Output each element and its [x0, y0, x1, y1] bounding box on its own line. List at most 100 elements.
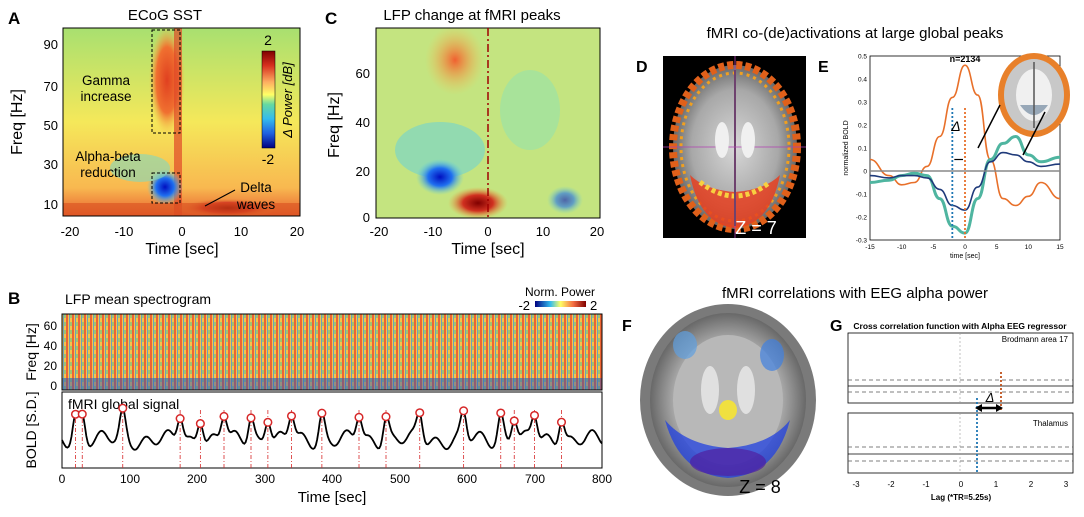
bold-peak-marker [381, 412, 391, 422]
bold-peak-marker [118, 403, 128, 413]
inset-pointer-1 [977, 104, 1001, 149]
panel-c-heatmap [376, 28, 600, 218]
gamma-label-2: increase [80, 89, 131, 104]
svg-text:800: 800 [592, 472, 612, 486]
bold-peak-marker [263, 417, 273, 427]
panel-g-box-2 [847, 412, 1074, 474]
bold-peak-marker [496, 408, 506, 418]
panel-e-ytick: 0.5 [858, 54, 867, 61]
svg-text:0: 0 [959, 480, 964, 489]
bold-peak-marker [354, 412, 364, 422]
panel-e-xtick: 5 [995, 244, 999, 251]
panel-b-xticks: 0 100 200 300 400 500 600 700 800 [59, 472, 613, 486]
panel-c-xlabel: Time [sec] [451, 241, 524, 258]
panel-e-ytick: 0.1 [858, 146, 867, 153]
bold-peak-marker [77, 409, 87, 419]
svg-text:20: 20 [356, 164, 370, 179]
panel-e-delta: Δ [950, 118, 960, 134]
panel-f-z-label: Z = 8 [739, 477, 781, 497]
panel-g-sub-2: Thalamus [1033, 419, 1068, 428]
svg-text:-20: -20 [61, 224, 80, 239]
svg-text:40: 40 [44, 339, 58, 353]
panel-e-n-label: n=2134 [950, 54, 981, 64]
panel-e-letter: E [818, 59, 829, 76]
panel-e-xtick: 0 [963, 244, 967, 251]
panel-e-ytick: -0.2 [856, 215, 868, 222]
gamma-label-1: Gamma [82, 73, 131, 88]
bold-peak-marker [529, 410, 540, 420]
panel-c-ylabel: Freq [Hz] [326, 92, 343, 158]
svg-text:10: 10 [44, 197, 58, 212]
bold-peak-marker [246, 413, 256, 423]
svg-text:3: 3 [1064, 480, 1069, 489]
svg-text:400: 400 [322, 472, 342, 486]
svg-text:-10: -10 [115, 224, 134, 239]
bold-peak-marker [509, 416, 519, 426]
panel-g-box-1 [847, 332, 1074, 404]
svg-text:60: 60 [44, 319, 58, 333]
svg-text:300: 300 [255, 472, 275, 486]
inset-pointer-2 [1022, 111, 1046, 156]
panel-b-bold-plot [61, 403, 603, 468]
svg-text:500: 500 [390, 472, 410, 486]
delta-label-1: Delta [240, 180, 272, 195]
panel-b-norm-min: -2 [518, 298, 530, 313]
cbar-a-min: -2 [262, 151, 275, 167]
svg-text:-1: -1 [922, 480, 930, 489]
panel-c-xticks: -20 -10 0 10 20 [370, 224, 605, 239]
panel-e-xtick: -15 [865, 244, 875, 251]
svg-text:10: 10 [536, 224, 550, 239]
cbar-a-max: 2 [264, 32, 272, 48]
panel-a-xlabel: Time [sec] [145, 241, 218, 258]
panel-g-letter: G [830, 318, 842, 335]
svg-text:40: 40 [356, 115, 370, 130]
panel-g-delta: Δ [985, 390, 995, 405]
bold-peak-marker [219, 411, 229, 421]
cbar-a-label: Δ Power [dB] [280, 62, 295, 139]
panel-a-xticks: -20 -10 0 10 20 [61, 224, 305, 239]
panel-e-xtick: 10 [1025, 244, 1033, 251]
svg-text:700: 700 [525, 472, 545, 486]
panel-a-title: ECoG SST [128, 7, 202, 24]
alpha-beta-box [151, 172, 181, 204]
panel-f-brain [640, 304, 816, 496]
panel-b-norm-max: 2 [590, 298, 597, 313]
svg-text:1: 1 [994, 480, 999, 489]
svg-text:10: 10 [234, 224, 248, 239]
panel-a-heatmap [63, 28, 300, 216]
svg-text:30: 30 [44, 157, 58, 172]
alpha-beta-label-2: reduction [80, 165, 136, 180]
panel-e-brain-inset [998, 53, 1070, 137]
svg-text:20: 20 [290, 224, 304, 239]
svg-text:2: 2 [1029, 480, 1034, 489]
bottom-right-header: fMRI correlations with EEG alpha power [722, 285, 988, 302]
svg-text:-20: -20 [370, 224, 389, 239]
panel-e-xtick: -5 [930, 244, 936, 251]
bold-peak-marker [286, 411, 297, 421]
panel-e-ytick: 0 [863, 169, 867, 176]
svg-text:0: 0 [59, 472, 66, 486]
panel-e-ytick: 0.4 [858, 77, 867, 84]
svg-text:90: 90 [44, 37, 58, 52]
panel-g-xlabel: Lag (*TR=5.25s) [931, 493, 992, 502]
delta-arrow [204, 189, 236, 207]
svg-text:70: 70 [44, 79, 58, 94]
panel-g-title: Cross correlation function with Alpha EE… [853, 321, 1067, 331]
panel-a-yticks: 90 70 50 30 10 [44, 37, 58, 212]
svg-text:20: 20 [44, 359, 58, 373]
svg-text:-2: -2 [887, 480, 895, 489]
svg-text:0: 0 [178, 224, 185, 239]
panel-a-colorbar [261, 50, 276, 149]
panel-e-ylabel: normalized BOLD [843, 120, 850, 175]
svg-text:-3: -3 [852, 480, 860, 489]
svg-text:50: 50 [44, 118, 58, 133]
panel-c-yticks: 60 40 20 0 [356, 66, 370, 225]
panel-a-letter: A [8, 9, 20, 28]
svg-text:0: 0 [50, 379, 57, 393]
panel-f-letter: F [622, 318, 632, 335]
bold-peak-marker [415, 408, 425, 418]
panel-b-spec-title: LFP mean spectrogram [65, 291, 211, 307]
gamma-box [151, 29, 181, 134]
panel-e-ytick: -0.3 [856, 238, 868, 245]
